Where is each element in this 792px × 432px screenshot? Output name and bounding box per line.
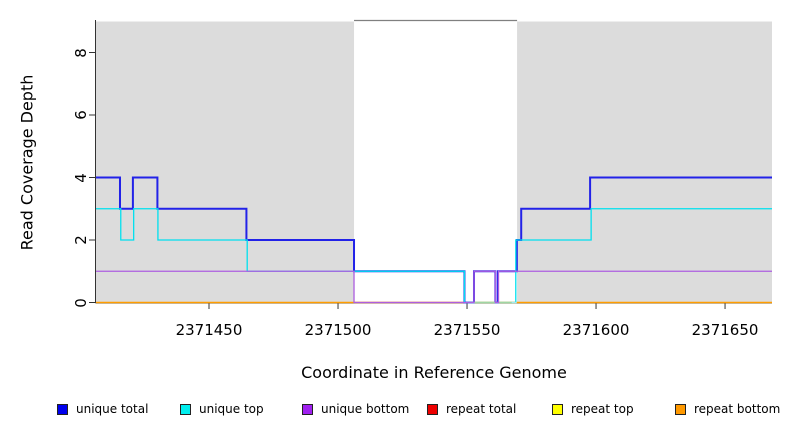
x-tick-label: 2371450 xyxy=(175,321,243,339)
legend-item-repeat-total: repeat total xyxy=(427,402,516,416)
shaded-region xyxy=(517,21,772,303)
x-tick-label: 2371500 xyxy=(304,321,372,339)
y-tick-label: 6 xyxy=(72,110,90,120)
series-unique-bottom xyxy=(96,270,772,304)
x-tick-label: 2371550 xyxy=(433,321,501,339)
legend-item-repeat-top: repeat top xyxy=(552,402,634,416)
legend-item-unique-top: unique top xyxy=(180,402,264,416)
legend-swatch xyxy=(180,403,191,415)
legend-swatch xyxy=(302,403,313,415)
legend-label: repeat bottom xyxy=(694,402,781,416)
legend-swatch xyxy=(552,403,563,415)
legend-label: unique bottom xyxy=(321,402,410,416)
y-tick-label: 8 xyxy=(72,47,90,58)
legend-item-unique-bottom: unique bottom xyxy=(302,402,409,416)
legend-label: repeat total xyxy=(446,402,517,416)
series-unique-top xyxy=(96,208,772,304)
y-tick-label: 4 xyxy=(72,172,90,183)
legend-label: unique total xyxy=(76,402,149,416)
y-axis-label: Read Coverage Depth xyxy=(17,74,37,251)
legend-swatch xyxy=(675,403,686,415)
shaded-region xyxy=(96,21,355,303)
legend-swatch xyxy=(57,403,68,415)
legend-item-unique-total: unique total xyxy=(57,402,148,416)
legend-label: repeat top xyxy=(571,402,634,416)
x-tick-label: 2371650 xyxy=(691,321,759,339)
legend-label: unique top xyxy=(199,402,264,416)
y-tick-label: 2 xyxy=(72,235,90,245)
legend-swatch xyxy=(427,403,438,415)
x-tick-label: 2371600 xyxy=(562,321,630,339)
legend-item-repeat-bottom: repeat bottom xyxy=(675,402,780,416)
y-tick-label: 0 xyxy=(72,297,90,308)
x-axis-label: Coordinate in Reference Genome xyxy=(301,363,567,382)
